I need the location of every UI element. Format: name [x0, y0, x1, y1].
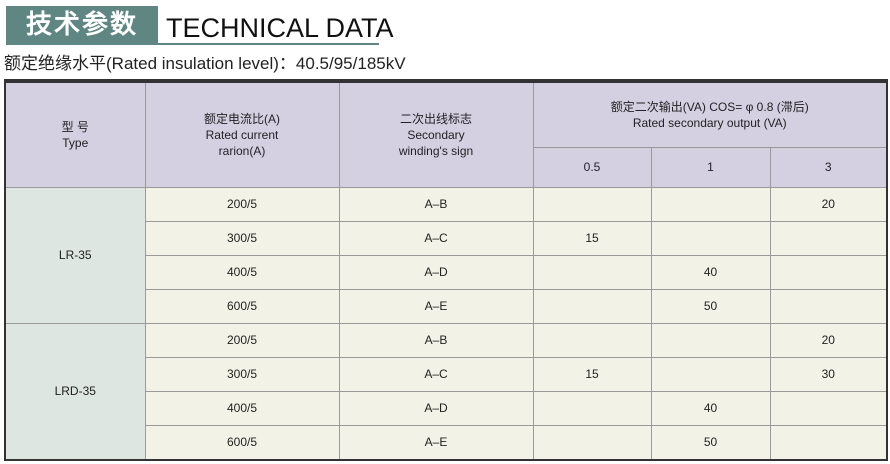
c05-cell	[532, 288, 652, 324]
sign-cell: A–E	[338, 424, 534, 460]
ratio-cell: 300/5	[144, 356, 340, 392]
c3-cell: 30	[769, 356, 888, 392]
c05-cell	[532, 254, 652, 290]
header-class-3: 3	[769, 146, 888, 188]
header-class-0.5: 0.5	[532, 146, 652, 188]
table-row: 300/5 A–C 15 30	[5, 356, 888, 392]
header-output: 额定二次输出(VA) COS= φ 0.8 (滞后) Rated secondar…	[532, 81, 888, 148]
c1-cell: 40	[650, 254, 771, 290]
table-row: 400/5 A–D 40	[5, 254, 888, 290]
title-underline	[158, 43, 379, 45]
table-row: LRD-35 200/5 A–B 20	[4, 322, 888, 460]
type-cell: LR-35	[4, 186, 146, 324]
c3-cell	[769, 424, 888, 460]
title-en: TECHNICAL DATA	[166, 13, 394, 43]
c05-cell: 15	[532, 356, 652, 392]
c05-cell: 15	[532, 220, 652, 256]
sign-cell: A–C	[338, 220, 534, 256]
c1-cell: 40	[650, 390, 771, 426]
table-row: 600/5 A–E 50	[5, 424, 888, 460]
sign-cell: A–E	[338, 288, 534, 324]
c3-cell	[769, 254, 888, 290]
ratio-cell: 400/5	[144, 254, 340, 290]
ratio-cell: 200/5	[144, 322, 340, 358]
c1-cell	[650, 220, 771, 256]
header-class-1: 1	[650, 146, 771, 188]
ratio-cell: 200/5	[144, 186, 340, 222]
c05-cell	[532, 424, 652, 460]
c05-cell	[532, 322, 652, 358]
sign-cell: A–C	[338, 356, 534, 392]
insulation-level: 额定绝缘水平(Rated insulation level)：40.5/95/1…	[4, 54, 406, 73]
table-row: LR-35 200/5 A–B 20	[4, 186, 888, 324]
c05-cell	[532, 186, 652, 222]
title-cn: 技术参数	[6, 6, 158, 45]
header-sign: 二次出线标志 Secondary winding's sign	[338, 81, 534, 188]
ratio-cell: 400/5	[144, 390, 340, 426]
header-ratio: 额定电流比(A) Rated current rarion(A)	[144, 81, 340, 188]
sign-cell: A–D	[338, 254, 534, 290]
c1-cell	[650, 186, 771, 222]
divider	[4, 79, 888, 81]
ratio-cell: 600/5	[144, 424, 340, 460]
c1-cell	[650, 356, 771, 392]
c1-cell: 50	[650, 288, 771, 324]
table-row: 400/5 A–D 40	[5, 390, 888, 426]
c3-cell	[769, 220, 888, 256]
sign-cell: A–B	[338, 322, 534, 358]
technical-data-table: 型 号 Type 额定电流比(A) Rated current rarion(A) 二…	[4, 81, 888, 461]
sign-cell: A–D	[338, 390, 534, 426]
c3-cell	[769, 288, 888, 324]
c3-cell	[769, 390, 888, 426]
table-row: 300/5 A–C 15	[5, 220, 888, 256]
c1-cell	[650, 322, 771, 358]
header-type: 型 号 Type	[4, 81, 146, 188]
type-cell: LRD-35	[4, 322, 146, 460]
sign-cell: A–B	[338, 186, 534, 222]
ratio-cell: 600/5	[144, 288, 340, 324]
c3-cell: 20	[769, 322, 888, 358]
ratio-cell: 300/5	[144, 220, 340, 256]
c3-cell: 20	[769, 186, 888, 222]
c05-cell	[532, 390, 652, 426]
table-row: 600/5 A–E 50	[5, 288, 888, 324]
c1-cell: 50	[650, 424, 771, 460]
